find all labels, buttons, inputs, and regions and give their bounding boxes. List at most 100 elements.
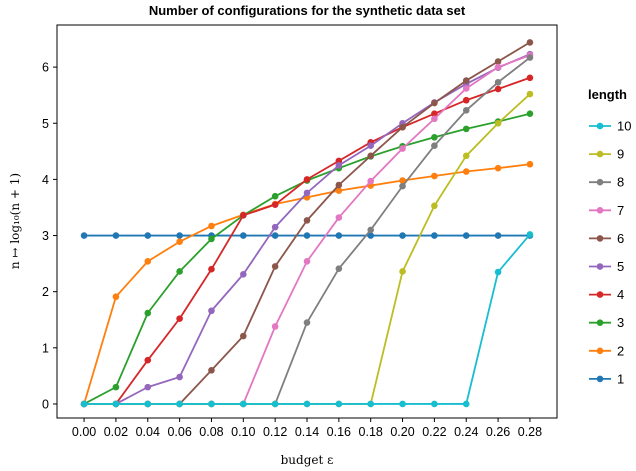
y-tick-label: 0 [42, 397, 49, 411]
legend-item: 1 [589, 371, 624, 386]
series-7 [80, 52, 534, 408]
series-8 [80, 54, 534, 408]
data-point [431, 400, 438, 408]
data-point [144, 309, 152, 317]
data-point [303, 232, 311, 239]
data-point [399, 177, 406, 184]
x-tick-label: 0.00 [72, 425, 96, 439]
data-point [431, 110, 438, 118]
data-point [208, 307, 215, 315]
legend-swatch-marker [596, 375, 604, 383]
data-point [462, 96, 470, 104]
data-point [271, 223, 279, 231]
data-point [335, 265, 343, 272]
data-point [303, 319, 311, 326]
legend-swatch-marker [596, 150, 604, 158]
data-point [112, 400, 120, 408]
legend-item: 5 [589, 259, 624, 274]
data-point [271, 201, 279, 208]
legend-swatch-marker [596, 263, 604, 270]
data-point [303, 176, 311, 183]
data-point [335, 187, 343, 194]
data-point [399, 400, 406, 408]
data-point [431, 99, 438, 107]
legend: length 10 9 8 7 6 5 4 3 2 1 [588, 87, 631, 386]
series-line [84, 54, 531, 405]
legend-swatch-marker [596, 178, 604, 186]
data-point [144, 383, 152, 391]
x-tick-label: 0.28 [518, 425, 542, 439]
data-point [462, 85, 470, 92]
data-point [526, 54, 534, 61]
data-point [112, 232, 120, 239]
series-5 [80, 50, 534, 408]
x-tick-label: 0.24 [454, 425, 478, 439]
data-point [431, 232, 438, 239]
data-point [399, 145, 406, 152]
x-tick-label: 0.18 [359, 425, 383, 439]
data-point [303, 189, 311, 197]
data-point [144, 356, 152, 364]
data-point [240, 232, 247, 239]
data-point [112, 293, 120, 301]
data-point [144, 400, 152, 408]
data-point [367, 232, 374, 239]
x-tick-label: 0.26 [486, 425, 510, 439]
data-point [526, 90, 534, 98]
x-tick-label: 0.06 [167, 425, 191, 439]
legend-item: 7 [589, 203, 624, 218]
data-point [303, 258, 311, 265]
data-point [303, 217, 311, 224]
data-point [240, 332, 247, 340]
data-point [494, 58, 502, 65]
data-point [494, 85, 502, 93]
data-point [208, 222, 215, 230]
data-point [431, 202, 438, 210]
x-tick-label: 0.20 [390, 425, 414, 439]
data-point [208, 366, 215, 374]
data-point [494, 119, 502, 127]
series-line [84, 76, 531, 405]
series-1 [80, 232, 534, 239]
data-point [112, 383, 120, 391]
x-tick-label: 0.14 [295, 425, 319, 439]
x-tick-label: 0.04 [136, 425, 160, 439]
y-tick-label: 1 [42, 341, 49, 355]
data-point [335, 214, 343, 221]
data-point [335, 181, 343, 189]
data-point [240, 212, 247, 219]
data-point [431, 133, 438, 141]
legend-label: 1 [617, 371, 624, 386]
legend-swatch-marker [596, 319, 604, 327]
data-point [80, 232, 88, 239]
data-point [271, 263, 279, 270]
data-point [271, 232, 279, 239]
y-tick-label: 4 [42, 173, 49, 187]
data-point [494, 268, 502, 276]
x-tick-label: 0.16 [327, 425, 351, 439]
x-tick-label: 0.02 [104, 425, 128, 439]
legend-label: 2 [617, 343, 624, 358]
data-point [462, 168, 470, 175]
legend-label: 7 [617, 203, 624, 218]
y-tick-label: 3 [42, 229, 49, 243]
data-point [494, 63, 502, 71]
x-tick-label: 0.08 [199, 425, 223, 439]
data-point [462, 152, 470, 160]
data-point [526, 110, 534, 118]
data-point [335, 162, 343, 169]
data-point [494, 78, 502, 86]
data-point [144, 258, 152, 265]
legend-item: 10 [589, 119, 631, 134]
legend-item: 9 [589, 147, 624, 162]
data-point [526, 231, 534, 238]
x-tick-label: 0.22 [422, 425, 446, 439]
legend-title: length [588, 87, 627, 102]
data-point [240, 270, 247, 278]
legend-swatch-marker [596, 122, 604, 130]
axis-ticks: 0.00 0.02 0.04 0.06 0.08 0.10 0.12 0.14 0.16 0.18… [42, 61, 542, 439]
data-point [431, 172, 438, 180]
data-point [367, 177, 374, 185]
series-layer [80, 39, 534, 408]
